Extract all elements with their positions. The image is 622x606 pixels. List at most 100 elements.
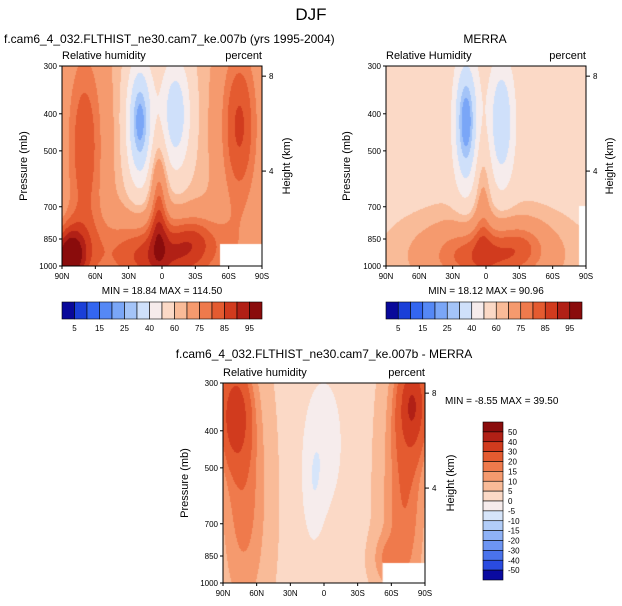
panel-title: f.cam6_4_032.FLTHIST_ne30.cam7_ke.007b -… — [176, 347, 473, 361]
colorbar-label: 60 — [492, 324, 501, 333]
colorbar: 5 15 25 40 60 75 85 95 — [385, 301, 583, 333]
colorbar-box — [482, 471, 504, 482]
left-label: Relative humidity — [223, 367, 307, 379]
colorbar-box — [224, 301, 238, 320]
colorbar-box — [199, 301, 213, 320]
x-tick-label: 90N — [379, 272, 394, 281]
contour-image — [62, 66, 262, 266]
contour-image — [223, 383, 425, 583]
y-tick-label: 300 — [205, 379, 219, 388]
x-tick-label: 90N — [55, 272, 70, 281]
y-tick-label: 1000 — [363, 262, 381, 271]
colorbar-label: 15 — [508, 467, 517, 476]
y-tick-label: 300 — [44, 62, 58, 71]
x-tick-label: 60S — [546, 272, 560, 281]
panel-difference: f.cam6_4_032.FLTHIST_ne30.cam7_ke.007b -… — [176, 347, 559, 598]
colorbar-box — [482, 441, 504, 452]
stats-text: MIN = 18.84 MAX = 114.50 — [102, 286, 223, 297]
colorbar-box — [422, 301, 436, 320]
y-axis-label: Pressure (mb) — [341, 131, 353, 201]
colorbar-box — [211, 301, 225, 320]
colorbar-label: 85 — [541, 324, 550, 333]
colorbar-box — [111, 301, 125, 320]
x-tick-label: 60N — [88, 272, 103, 281]
colorbar-box — [149, 301, 163, 320]
x-tick-label: 60S — [222, 272, 236, 281]
colorbar-box — [471, 301, 485, 320]
colorbar-box — [544, 301, 558, 320]
colorbar-label: 5 — [72, 324, 77, 333]
y-tick-label: 300 — [368, 62, 382, 71]
contour-field — [62, 66, 262, 266]
colorbar-label: 25 — [443, 324, 452, 333]
panel-title: f.cam6_4_032.FLTHIST_ne30.cam7_ke.007b (… — [4, 32, 335, 46]
colorbar-box — [99, 301, 113, 320]
y-axis-right-label: Height (km) — [281, 138, 293, 195]
colorbar-box — [482, 451, 504, 462]
y-tick-label: 700 — [205, 520, 219, 529]
figure-title: DJF — [295, 5, 326, 24]
height-tick-label: 4 — [593, 167, 598, 176]
colorbar-box — [385, 301, 399, 320]
colorbar-box — [124, 301, 138, 320]
colorbar-label: 40 — [145, 324, 154, 333]
colorbar-box — [482, 569, 504, 581]
colorbar-label: 25 — [120, 324, 129, 333]
colorbar: 5 15 25 40 60 75 85 95 — [61, 301, 263, 333]
colorbar-label: 5 — [396, 324, 401, 333]
y-tick-label: 850 — [44, 235, 58, 244]
colorbar-label: -40 — [508, 556, 520, 565]
colorbar-box — [397, 301, 411, 320]
x-tick-label: 0 — [484, 272, 489, 281]
x-tick-label: 60N — [412, 272, 427, 281]
left-label: Relative humidity — [62, 50, 146, 62]
right-label: percent — [225, 50, 262, 62]
y-tick-label: 700 — [368, 203, 382, 212]
contour-field — [386, 66, 586, 266]
x-tick-label: 60S — [384, 589, 398, 598]
x-tick-label: 90S — [579, 272, 593, 281]
colorbar-box — [410, 301, 424, 320]
colorbar-box — [495, 301, 509, 320]
colorbar-box — [569, 301, 583, 320]
colorbar-box — [482, 431, 504, 443]
y-axis-label: Pressure (mb) — [179, 448, 191, 518]
y-tick-label: 1000 — [39, 262, 57, 271]
colorbar-box — [136, 301, 150, 320]
colorbar-box — [532, 301, 546, 320]
colorbar-label: 60 — [170, 324, 179, 333]
colorbar-box — [482, 550, 504, 561]
colorbar-label: 15 — [95, 324, 104, 333]
colorbar-label: -30 — [508, 546, 520, 555]
colorbar-label: -5 — [508, 507, 516, 516]
colorbar-box — [74, 301, 88, 320]
x-tick-label: 30S — [188, 272, 202, 281]
colorbar-box — [482, 510, 504, 522]
colorbar-box — [434, 301, 448, 320]
panel-merra: MERRA Relative Humidity percent 90N 60N 30… — [341, 32, 616, 333]
y-tick-label: 700 — [44, 203, 58, 212]
panel-model: f.cam6_4_032.FLTHIST_ne30.cam7_ke.007b (… — [4, 32, 335, 333]
colorbar-label: 50 — [508, 428, 517, 437]
colorbar-box — [482, 490, 504, 502]
colorbar-box — [482, 530, 504, 541]
y-tick-label: 850 — [368, 235, 382, 244]
left-label: Relative Humidity — [386, 50, 472, 62]
x-tick-label: 0 — [322, 589, 327, 598]
colorbar-label: 0 — [508, 497, 513, 506]
stats-text: MIN = 18.12 MAX = 90.96 — [428, 286, 544, 297]
colorbar-box — [459, 301, 473, 320]
x-tick-label: 90S — [255, 272, 269, 281]
y-axis-label: Pressure (mb) — [18, 131, 30, 201]
y-tick-label: 400 — [44, 110, 58, 119]
colorbar-box — [482, 559, 504, 571]
colorbar-label: 15 — [418, 324, 427, 333]
y-tick-label: 850 — [205, 552, 219, 561]
colorbar-label: -50 — [508, 566, 520, 575]
height-tick-label: 8 — [593, 72, 598, 81]
x-tick-label: 90N — [216, 589, 231, 598]
colorbar-box — [508, 301, 522, 320]
colorbar-box — [236, 301, 250, 320]
colorbar-box — [86, 301, 100, 320]
